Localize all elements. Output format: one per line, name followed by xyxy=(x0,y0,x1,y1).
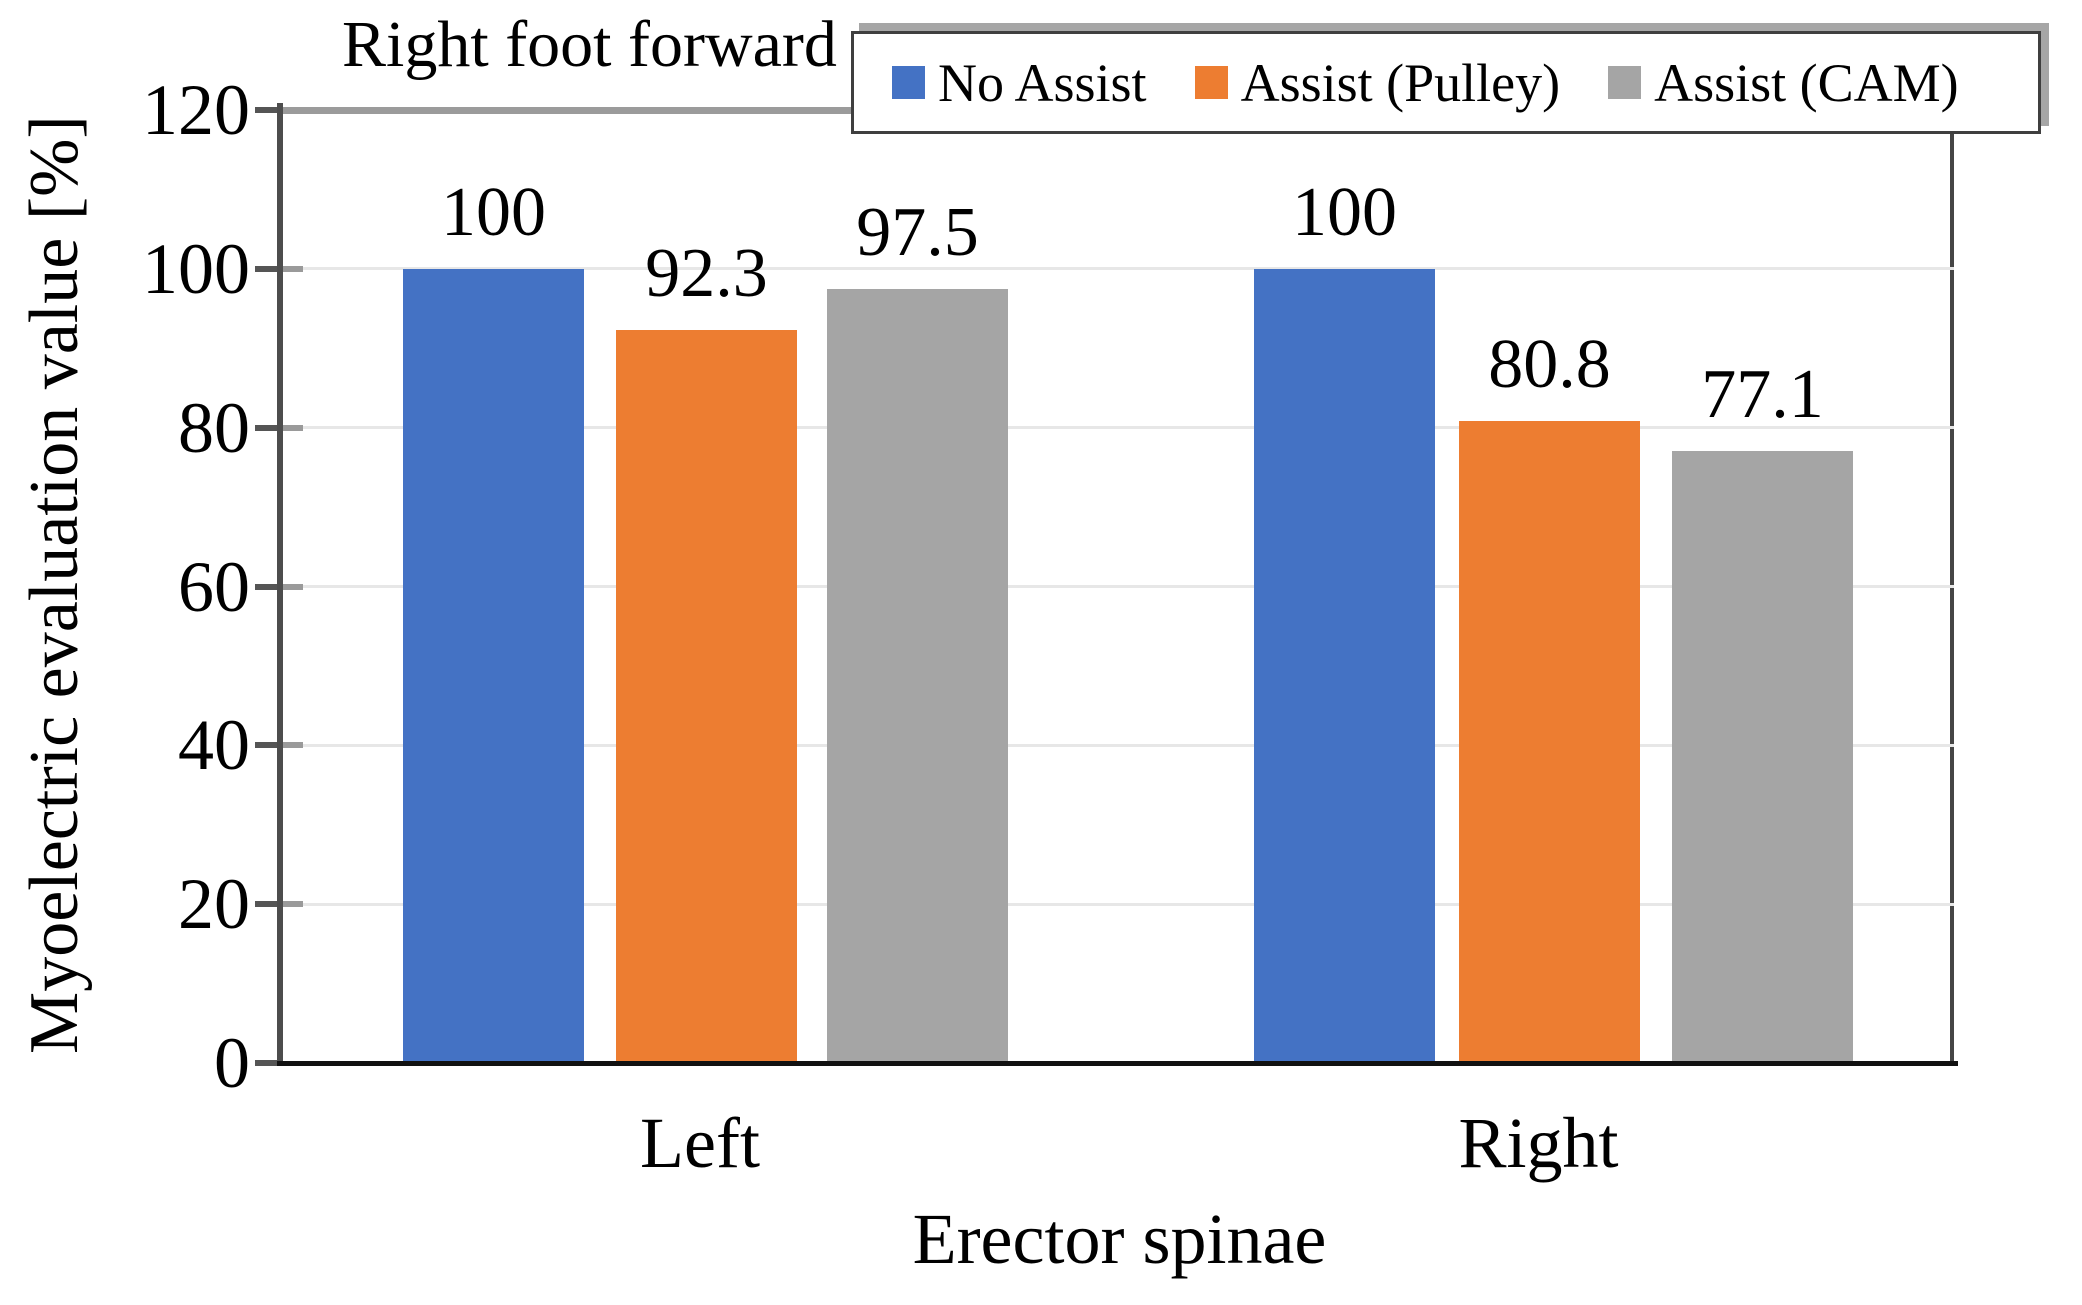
tick-y20 xyxy=(255,901,281,908)
tick-inner-y60 xyxy=(281,583,303,590)
bar-value-label: 80.8 xyxy=(1488,326,1611,404)
tick-y120 xyxy=(255,107,281,113)
legend-swatch-icon xyxy=(892,66,925,99)
x-axis-title: Erector spinae xyxy=(912,1199,1327,1279)
bar-right-assist-pulley- xyxy=(1459,421,1640,1063)
bar-value-label: 92.3 xyxy=(645,234,768,312)
legend-swatch-icon xyxy=(1194,66,1228,99)
ytick-label-y20: 20 xyxy=(178,864,250,945)
ytick-label-y0: 0 xyxy=(214,1023,250,1103)
tick-inner-y20 xyxy=(281,901,303,908)
tick-y0 xyxy=(255,1060,281,1066)
legend-item-label: No Assist xyxy=(938,52,1147,113)
tick-inner-y80 xyxy=(281,424,303,431)
ytick-label-y40: 40 xyxy=(178,705,250,786)
legend-swatch-icon xyxy=(1608,66,1642,99)
bar-value-label: 100 xyxy=(1292,173,1397,251)
x-category-left: Left xyxy=(640,1103,760,1183)
legend-item-label: Assist (Pulley) xyxy=(1240,52,1561,113)
plot-right-border xyxy=(1950,106,1954,1063)
legend-item-label: Assist (CAM) xyxy=(1654,52,1959,113)
gridline-y20 xyxy=(281,902,1954,906)
gridline-y80 xyxy=(281,426,1954,430)
legend-item-assist-pulley-: Assist (Pulley) xyxy=(1194,52,1561,114)
tick-y40 xyxy=(255,742,281,749)
bar-value-label: 100 xyxy=(441,173,546,251)
ytick-label-y120: 120 xyxy=(142,70,250,150)
ytick-label-y100: 100 xyxy=(142,228,250,309)
x-category-right: Right xyxy=(1458,1103,1619,1183)
x-axis-line xyxy=(277,1061,1958,1066)
legend-item-assist-cam-: Assist (CAM) xyxy=(1608,52,1959,114)
bar-left-assist-pulley- xyxy=(616,329,797,1063)
gridline-y100 xyxy=(281,267,1954,271)
gridline-y40 xyxy=(281,743,1954,747)
chart-title: Right foot forward xyxy=(342,8,837,81)
bar-left-assist-cam- xyxy=(827,288,1008,1063)
plot-area: 100 92.3 97.5 100 80.8 77.1 xyxy=(281,106,1954,1063)
tick-inner-y40 xyxy=(281,742,303,749)
tick-inner-y100 xyxy=(281,265,303,272)
ytick-label-y80: 80 xyxy=(178,387,250,468)
bar-right-no-assist xyxy=(1254,268,1435,1063)
legend-item-no-assist: No Assist xyxy=(892,52,1147,114)
tick-y80 xyxy=(255,424,281,431)
tick-y60 xyxy=(255,583,281,590)
bar-left-no-assist xyxy=(403,268,584,1063)
bar-value-label: 97.5 xyxy=(856,193,979,271)
tick-y100 xyxy=(255,265,281,272)
legend: No Assist Assist (Pulley) Assist (CAM) xyxy=(851,31,2041,134)
y-axis-line xyxy=(277,103,283,1066)
bar-right-assist-cam- xyxy=(1672,450,1853,1063)
ytick-label-y60: 60 xyxy=(178,546,250,627)
gridline-y60 xyxy=(281,585,1954,588)
bar-value-label: 77.1 xyxy=(1701,355,1824,433)
